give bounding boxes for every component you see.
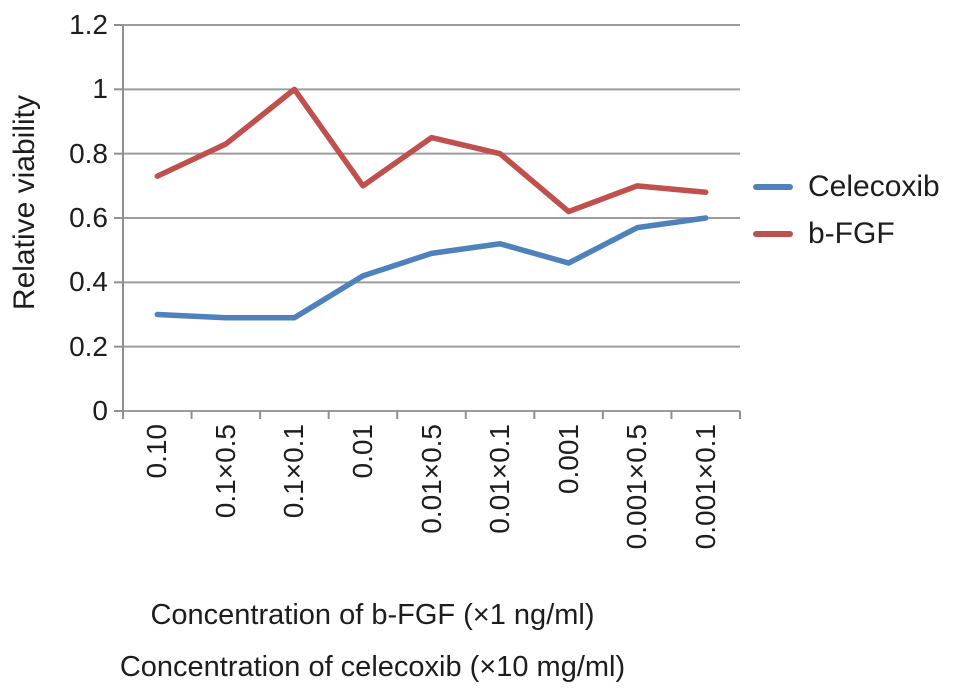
legend-line-swatch: [753, 183, 793, 190]
legend-item-b-fgf: b-FGF: [753, 210, 940, 257]
y-tick-label: 0.6: [69, 202, 108, 233]
y-tick-label: 0: [92, 395, 108, 426]
x-tick-label: 0.1×0.1: [278, 424, 310, 519]
x-tick-label: 0.01: [346, 424, 378, 479]
y-tick-label: 1.2: [69, 9, 108, 40]
y-tick-label: 1: [92, 73, 108, 105]
x-tick-label: 0.10: [141, 424, 173, 479]
x-tick-label: 0.001: [552, 424, 584, 495]
series-line-b-fgf: [154, 86, 709, 215]
x-axis-title-line1: Concentration of b-FGF (×1 ng/ml): [150, 599, 595, 631]
legend-item-celecoxib: Celecoxib: [753, 163, 940, 210]
y-tick-label: 0.8: [69, 137, 108, 169]
legend-label: b-FGF: [808, 217, 895, 250]
legend-label: Celecoxib: [808, 170, 940, 203]
legend: Celecoxib b-FGF: [753, 163, 940, 257]
x-tick-label: 0.01×0.5: [415, 424, 447, 534]
x-tick-label: 0.001×0.5: [621, 424, 653, 550]
x-axis-title: Concentration of b-FGF (×1 ng/ml) Concen…: [0, 589, 745, 693]
y-tick-label: 0.2: [69, 330, 108, 362]
x-tick-label: 0.01×0.1: [484, 424, 516, 534]
x-axis-title-line2: Concentration of celecoxib (×10 mg/ml): [119, 651, 626, 683]
legend-line-swatch: [753, 230, 793, 237]
x-tick-label: 0.1×0.5: [209, 424, 241, 519]
x-tick-label: 0.001×0.1: [689, 424, 721, 550]
series-line-celecoxib: [154, 215, 709, 321]
y-tick-label: 0.4: [69, 266, 108, 298]
